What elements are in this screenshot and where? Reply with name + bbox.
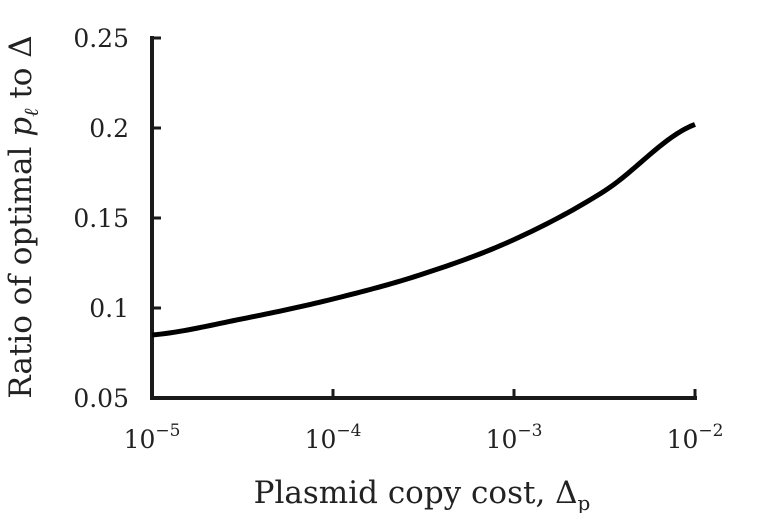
x-axis-title: Plasmid copy cost, Δp [254, 475, 591, 513]
series-line [151, 122, 696, 338]
x-ticks: 10−5 10−4 10−3 10−2 [124, 389, 724, 454]
x-axis-title-text: Plasmid copy cost, Δ [254, 475, 578, 511]
y-axis-title-var: p [3, 117, 39, 137]
y-tick-label: 0.1 [89, 294, 129, 323]
x-tick-label: 10−4 [305, 421, 362, 454]
x-tick-label: 10−5 [124, 421, 181, 454]
x-tick-label-base: 10 [486, 425, 518, 454]
x-axis-title-subscript: p [578, 491, 591, 513]
x-tick-label-base: 10 [667, 425, 699, 454]
y-ticks: 0.05 0.1 0.15 0.2 0.25 [73, 24, 161, 413]
x-tick-label-exponent: −2 [698, 421, 723, 441]
x-tick-label-exponent: −5 [155, 421, 180, 441]
y-axis-title-prefix: Ratio of optimal [3, 137, 39, 399]
x-tick-label: 10−2 [667, 421, 724, 454]
x-tick-label-exponent: −4 [336, 421, 361, 441]
x-tick-label-base: 10 [305, 425, 337, 454]
y-axis-title-suffix: to Δ [3, 35, 39, 108]
y-tick-label: 0.15 [73, 204, 129, 233]
axes [150, 36, 697, 400]
series-layer [151, 122, 696, 338]
x-tick-label-base: 10 [124, 425, 156, 454]
y-tick-label: 0.25 [73, 24, 129, 53]
y-axis-title: Ratio of optimal pℓ to Δ [3, 35, 43, 398]
x-tick-label: 10−3 [486, 421, 543, 454]
y-axis-title-subscript: ℓ [19, 108, 43, 117]
x-tick-label-exponent: −3 [517, 421, 542, 441]
y-tick-label: 0.05 [73, 384, 129, 413]
y-tick-label: 0.2 [89, 114, 129, 143]
